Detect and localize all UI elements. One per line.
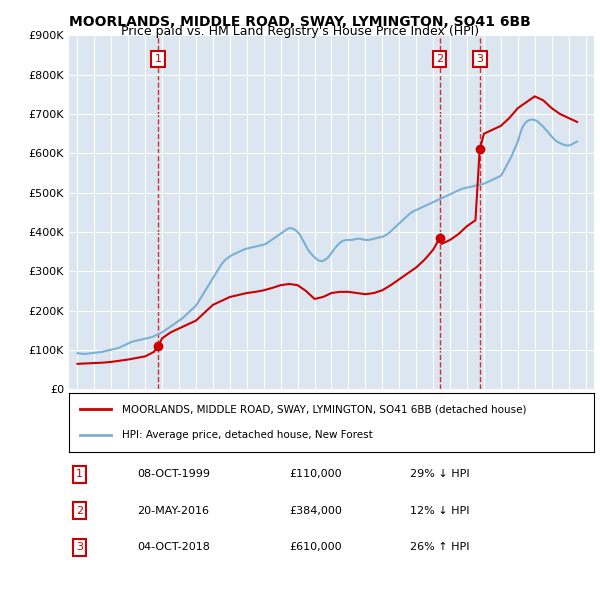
Text: MOORLANDS, MIDDLE ROAD, SWAY, LYMINGTON, SO41 6BB: MOORLANDS, MIDDLE ROAD, SWAY, LYMINGTON,… <box>69 15 531 29</box>
Text: 12% ↓ HPI: 12% ↓ HPI <box>410 506 470 516</box>
Text: 2: 2 <box>76 506 83 516</box>
Text: 08-OCT-1999: 08-OCT-1999 <box>137 469 210 479</box>
Text: 1: 1 <box>76 469 83 479</box>
Text: 3: 3 <box>76 542 83 552</box>
Text: £384,000: £384,000 <box>290 506 343 516</box>
Text: 26% ↑ HPI: 26% ↑ HPI <box>410 542 470 552</box>
Text: 20-MAY-2016: 20-MAY-2016 <box>137 506 209 516</box>
Text: £110,000: £110,000 <box>290 469 342 479</box>
Text: MOORLANDS, MIDDLE ROAD, SWAY, LYMINGTON, SO41 6BB (detached house): MOORLANDS, MIDDLE ROAD, SWAY, LYMINGTON,… <box>121 405 526 414</box>
Text: HPI: Average price, detached house, New Forest: HPI: Average price, detached house, New … <box>121 431 372 440</box>
Text: 3: 3 <box>476 54 483 64</box>
Text: 2: 2 <box>436 54 443 64</box>
Text: 1: 1 <box>155 54 162 64</box>
Text: 04-OCT-2018: 04-OCT-2018 <box>137 542 210 552</box>
Text: £610,000: £610,000 <box>290 542 342 552</box>
Text: Price paid vs. HM Land Registry's House Price Index (HPI): Price paid vs. HM Land Registry's House … <box>121 25 479 38</box>
Text: 29% ↓ HPI: 29% ↓ HPI <box>410 469 470 479</box>
